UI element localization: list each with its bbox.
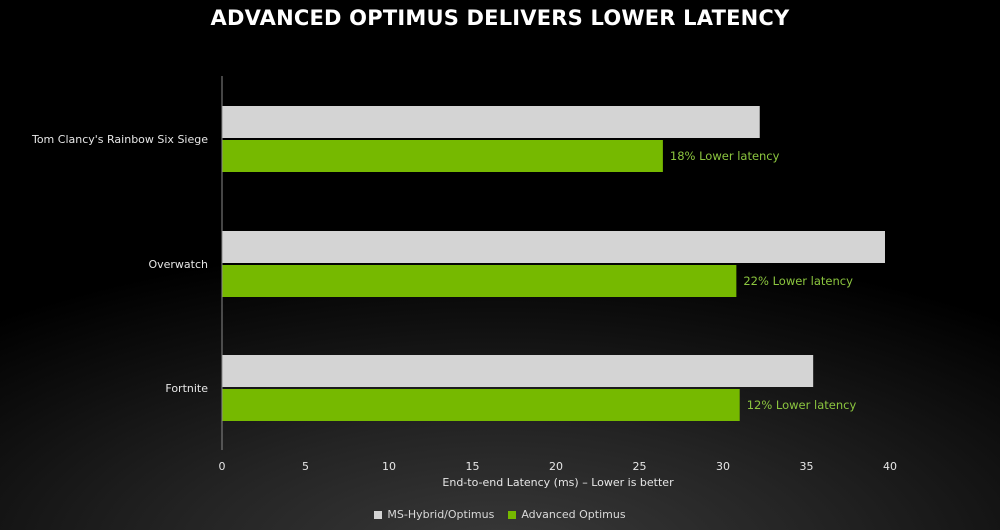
bar-advanced-optimus — [222, 389, 740, 421]
chart-legend: MS-Hybrid/Optimus Advanced Optimus — [0, 508, 1000, 521]
category-label: Fortnite — [165, 382, 208, 395]
x-tick-label: 0 — [219, 460, 226, 473]
legend-item-advanced: Advanced Optimus — [508, 508, 626, 521]
bar-ms-hybrid — [222, 355, 814, 387]
x-tick-label: 40 — [883, 460, 897, 473]
legend-swatch-ms-hybrid — [374, 510, 383, 519]
legend-label-ms-hybrid: MS-Hybrid/Optimus — [387, 508, 495, 521]
bar-advanced-optimus — [222, 140, 663, 172]
labels-layer: Tom Clancy's Rainbow Six Siege 18% Lower … — [31, 133, 897, 489]
x-axis-label: End-to-end Latency (ms) – Lower is bette… — [442, 476, 674, 489]
x-tick-label: 5 — [302, 460, 309, 473]
x-tick-label: 10 — [382, 460, 396, 473]
x-tick-label: 25 — [633, 460, 647, 473]
category-label: Tom Clancy's Rainbow Six Siege — [31, 133, 208, 146]
legend-item-ms-hybrid: MS-Hybrid/Optimus — [374, 508, 494, 521]
legend-label-advanced: Advanced Optimus — [521, 508, 626, 521]
latency-annotation: 18% Lower latency — [670, 149, 780, 163]
legend-swatch-advanced — [508, 510, 517, 519]
latency-annotation: 12% Lower latency — [747, 398, 857, 412]
bar-advanced-optimus — [222, 265, 737, 297]
x-tick-label: 15 — [466, 460, 480, 473]
category-label: Overwatch — [148, 258, 208, 271]
x-tick-label: 30 — [716, 460, 730, 473]
x-tick-label: 20 — [549, 460, 563, 473]
x-tick-label: 35 — [800, 460, 814, 473]
bar-ms-hybrid — [222, 231, 885, 263]
bars-layer — [222, 106, 885, 421]
latency-annotation: 22% Lower latency — [743, 274, 853, 288]
bar-ms-hybrid — [222, 106, 760, 138]
chart-title: ADVANCED OPTIMUS DELIVERS LOWER LATENCY — [210, 6, 790, 30]
